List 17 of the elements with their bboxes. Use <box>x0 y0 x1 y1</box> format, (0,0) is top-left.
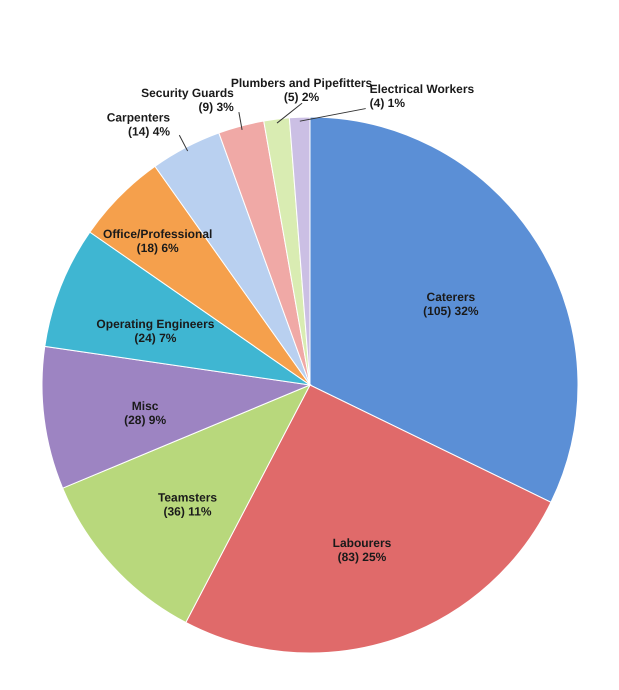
data-label: (28) 9% <box>124 412 166 427</box>
slice-label: Security Guards <box>141 86 234 100</box>
slice-label: Misc <box>132 398 159 413</box>
data-label: (9) 3% <box>198 100 234 114</box>
data-label: (83) 25% <box>338 550 387 564</box>
slice-label: Labourers <box>332 536 392 550</box>
data-label: (14) 4% <box>128 124 170 138</box>
slice-label: Carpenters <box>106 110 170 124</box>
slice-label: Teamsters <box>158 490 218 504</box>
data-label: (18) 6% <box>136 241 179 256</box>
data-label: (36) 11% <box>164 504 212 518</box>
slice-label: Caterers <box>426 290 476 304</box>
data-label: (5) 2% <box>284 90 320 104</box>
data-label: (105) 32% <box>423 304 479 318</box>
slice-label: Operating Engineers <box>96 317 215 332</box>
data-label: (24) 7% <box>134 331 177 346</box>
data-label: (4) 1% <box>370 96 406 110</box>
